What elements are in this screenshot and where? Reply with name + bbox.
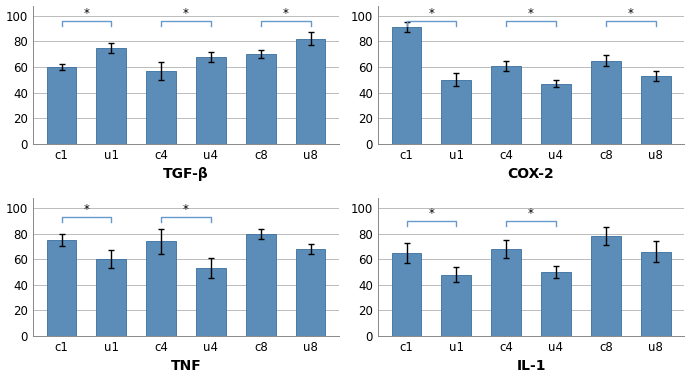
Bar [392, 27, 422, 144]
Text: *: * [83, 7, 90, 20]
Text: *: * [183, 204, 189, 216]
Bar [295, 249, 326, 336]
Bar [295, 39, 326, 144]
Bar [97, 259, 126, 336]
Bar [591, 61, 621, 144]
Bar [97, 48, 126, 144]
X-axis label: IL-1: IL-1 [516, 359, 546, 373]
X-axis label: COX-2: COX-2 [508, 167, 555, 181]
Bar [246, 234, 276, 336]
Bar [640, 252, 671, 336]
Text: *: * [528, 7, 534, 20]
Text: *: * [183, 7, 189, 20]
Bar [392, 253, 422, 336]
Bar [196, 268, 226, 336]
Bar [541, 272, 571, 336]
X-axis label: TNF: TNF [170, 359, 201, 373]
Bar [47, 67, 77, 144]
Bar [640, 76, 671, 144]
Bar [491, 66, 521, 144]
Text: *: * [283, 7, 288, 20]
X-axis label: TGF-β: TGF-β [163, 167, 209, 181]
Bar [47, 240, 77, 336]
Text: *: * [628, 7, 633, 20]
Bar [146, 241, 176, 336]
Text: *: * [528, 207, 534, 220]
Bar [591, 236, 621, 336]
Bar [442, 80, 471, 144]
Bar [541, 84, 571, 144]
Bar [146, 71, 176, 144]
Bar [442, 275, 471, 336]
Bar [491, 249, 521, 336]
Text: *: * [428, 7, 435, 20]
Text: *: * [428, 207, 435, 220]
Text: *: * [83, 204, 90, 216]
Bar [246, 54, 276, 144]
Bar [196, 57, 226, 144]
